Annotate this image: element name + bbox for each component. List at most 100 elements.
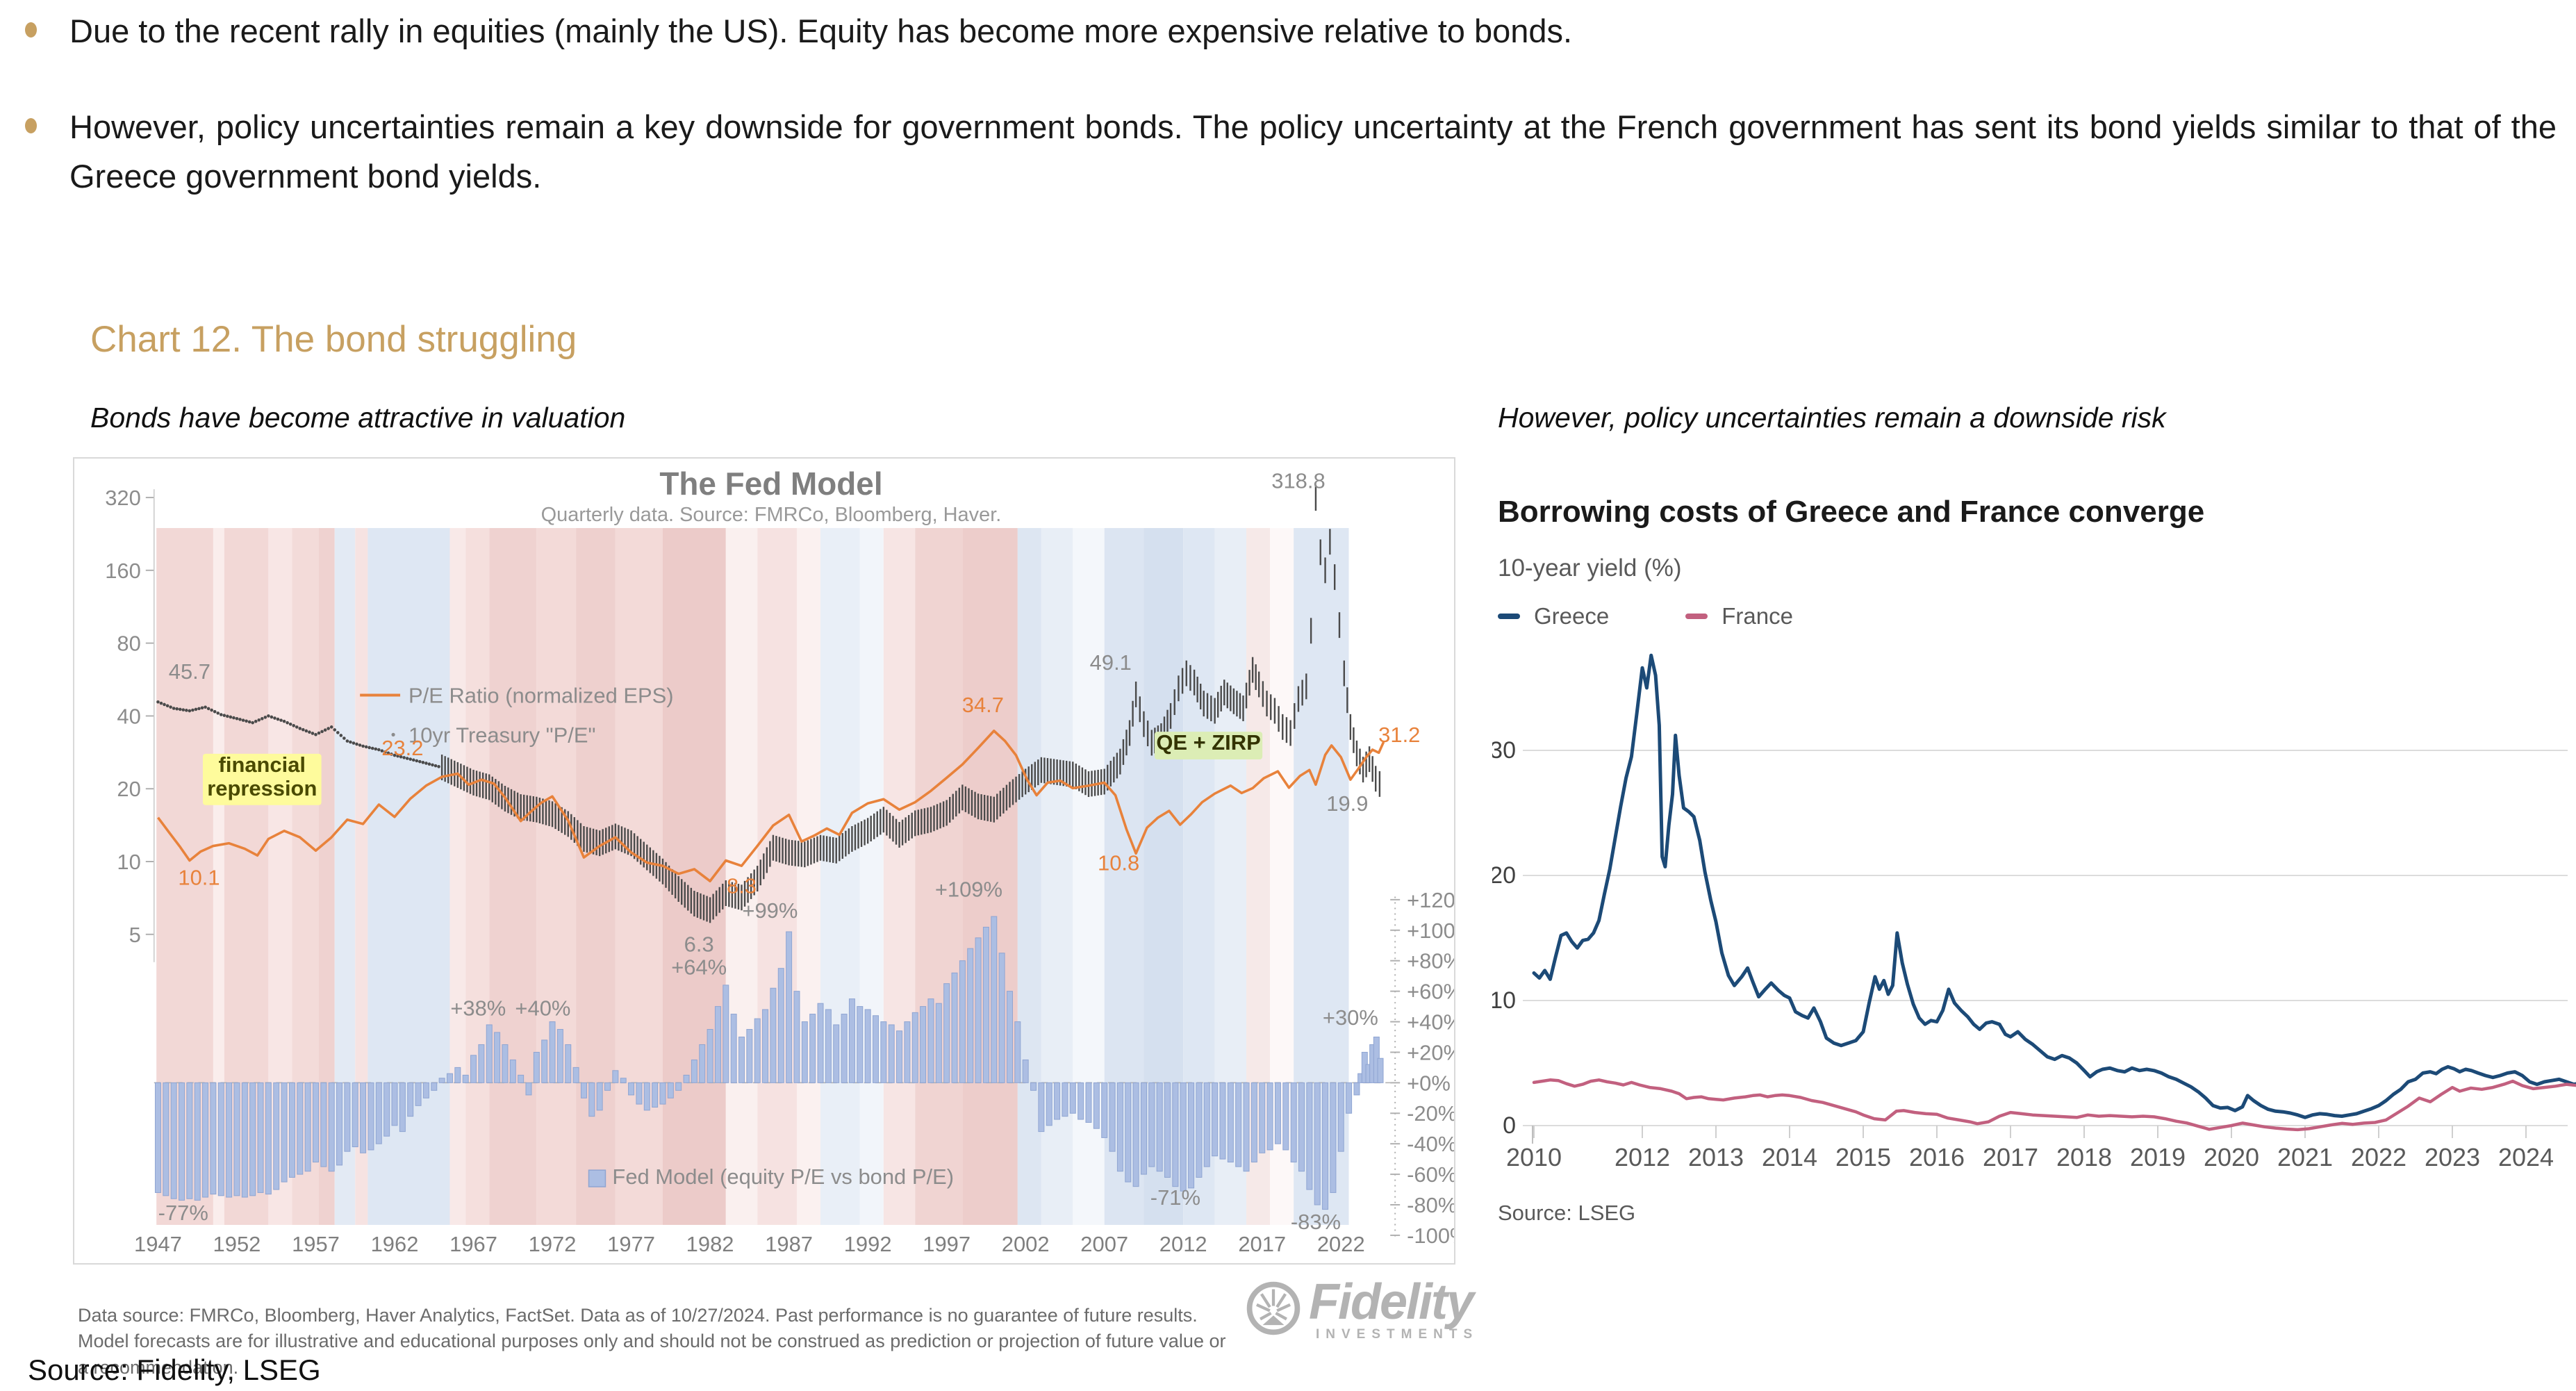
legend-label-france: France xyxy=(1722,603,1793,629)
fidelity-logo-subtext: INVESTMENTS xyxy=(1316,1327,1479,1342)
svg-text:19.9: 19.9 xyxy=(1326,791,1368,816)
fed-subtitle: Quarterly data. Source: FMRCo, Bloomberg… xyxy=(541,504,1002,526)
svg-text:160: 160 xyxy=(105,559,141,583)
left-panel-subtitle: Bonds have become attractive in valuatio… xyxy=(90,402,626,434)
svg-text:20: 20 xyxy=(117,777,140,801)
fed-right-axis: +120% +100% +80% +60% +40% +20% +0% -20% -40% -60… xyxy=(1390,888,1454,1248)
chart-heading: Chart 12. The bond struggling xyxy=(90,319,577,360)
svg-text:320: 320 xyxy=(105,486,141,510)
svg-text:2015: 2015 xyxy=(1835,1143,1891,1171)
svg-text:23.2: 23.2 xyxy=(381,736,423,760)
svg-text:2021: 2021 xyxy=(2277,1143,2333,1171)
svg-text:+20%: +20% xyxy=(1407,1040,1454,1064)
fidelity-logo: Fidelity INVESTMENTS xyxy=(1244,1277,1479,1342)
svg-text:+109%: +109% xyxy=(935,877,1002,901)
svg-text:1947: 1947 xyxy=(134,1232,182,1256)
svg-text:-80%: -80% xyxy=(1407,1193,1454,1217)
svg-text:2018: 2018 xyxy=(2056,1143,2112,1171)
svg-text:-100%: -100% xyxy=(1407,1224,1454,1248)
greece-line-swatch xyxy=(1498,614,1520,619)
svg-text:2007: 2007 xyxy=(1080,1232,1128,1256)
svg-text:1972: 1972 xyxy=(529,1232,577,1256)
svg-text:2002: 2002 xyxy=(1002,1232,1050,1256)
fed-legend: P/E Ratio (normalized EPS) 10yr Treasury … xyxy=(360,683,954,1189)
svg-text:5: 5 xyxy=(129,923,141,947)
svg-text:-71%: -71% xyxy=(1150,1185,1200,1210)
svg-text:1982: 1982 xyxy=(686,1232,734,1256)
svg-text:8.3: 8.3 xyxy=(727,874,757,898)
svg-text:2012: 2012 xyxy=(1615,1143,1670,1171)
svg-text:Fed Model (equity P/E vs bond: Fed Model (equity P/E vs bond P/E) xyxy=(612,1164,954,1189)
svg-text:2016: 2016 xyxy=(1909,1143,1965,1171)
fed-left-axis: 320 160 80 40 20 10 5 xyxy=(105,486,155,962)
svg-text:20: 20 xyxy=(1492,862,1516,889)
svg-text:2013: 2013 xyxy=(1688,1143,1744,1171)
svg-text:1967: 1967 xyxy=(449,1232,497,1256)
svg-text:-60%: -60% xyxy=(1407,1162,1454,1187)
yield-gridlines: 0 10 20 30 xyxy=(1492,737,2568,1139)
yield-chart-container: 0 10 20 30 2010 2012 2013 2014 2015 2016 2017 2018 2… xyxy=(1492,634,2576,1196)
svg-text:-40%: -40% xyxy=(1407,1132,1454,1156)
svg-text:2017: 2017 xyxy=(1238,1232,1286,1256)
svg-text:+80%: +80% xyxy=(1407,949,1454,973)
svg-text:2022: 2022 xyxy=(2351,1143,2406,1171)
svg-text:repression: repression xyxy=(207,776,317,800)
svg-text:1977: 1977 xyxy=(607,1232,655,1256)
svg-text:QE + ZIRP: QE + ZIRP xyxy=(1156,730,1260,755)
fed-model-panel: The Fed Model Quarterly data. Source: FMR… xyxy=(73,457,1455,1265)
svg-text:+0%: +0% xyxy=(1407,1071,1451,1095)
svg-text:2014: 2014 xyxy=(1762,1143,1817,1171)
pe-ratio-series xyxy=(157,730,1385,882)
svg-text:+38%: +38% xyxy=(450,996,506,1021)
yield-chart-ylabel: 10-year yield (%) xyxy=(1498,554,1682,582)
bullet-1: Due to the recent rally in equities (mai… xyxy=(25,7,2557,56)
bullet-icon xyxy=(25,22,37,38)
svg-text:2019: 2019 xyxy=(2130,1143,2186,1171)
svg-text:80: 80 xyxy=(117,632,140,656)
legend-item-greece: Greece xyxy=(1498,603,1609,629)
svg-text:+40%: +40% xyxy=(1407,1010,1454,1035)
svg-text:10yr Treasury "P/E": 10yr Treasury "P/E" xyxy=(408,723,595,747)
svg-text:2023: 2023 xyxy=(2425,1143,2480,1171)
svg-text:2022: 2022 xyxy=(1317,1232,1365,1256)
svg-text:2010: 2010 xyxy=(1506,1143,1562,1171)
svg-text:49.1: 49.1 xyxy=(1090,650,1132,675)
svg-text:+60%: +60% xyxy=(1407,980,1454,1004)
right-panel-subtitle: However, policy uncertainties remain a d… xyxy=(1498,402,2166,434)
svg-text:1962: 1962 xyxy=(371,1232,419,1256)
svg-text:1957: 1957 xyxy=(292,1232,340,1256)
svg-text:1952: 1952 xyxy=(213,1232,261,1256)
treasury-pe-series xyxy=(156,485,1381,923)
fed-model-footnote: Data source: FMRCo, Bloomberg, Haver Ana… xyxy=(78,1305,1226,1378)
svg-text:+40%: +40% xyxy=(515,996,570,1021)
fed-title: The Fed Model xyxy=(659,466,882,502)
svg-text:1997: 1997 xyxy=(923,1232,971,1256)
svg-text:0: 0 xyxy=(1503,1112,1516,1139)
svg-text:30: 30 xyxy=(1492,737,1516,764)
fed-x-axis: 1947 1952 1957 1962 1967 1972 1977 1982 1987 1992… xyxy=(134,1232,1365,1256)
svg-text:40: 40 xyxy=(117,704,140,728)
svg-text:10.8: 10.8 xyxy=(1098,851,1139,875)
svg-text:2017: 2017 xyxy=(1983,1143,2038,1171)
svg-text:+30%: +30% xyxy=(1323,1005,1378,1030)
yield-series-greece xyxy=(1532,653,2576,1119)
svg-text:P/E Ratio (normalized EPS): P/E Ratio (normalized EPS) xyxy=(408,683,674,707)
svg-text:34.7: 34.7 xyxy=(962,693,1004,717)
yield-series-france xyxy=(1532,1078,2576,1132)
svg-text:1987: 1987 xyxy=(765,1232,813,1256)
yield-chart-source: Source: LSEG xyxy=(1498,1201,1636,1225)
svg-text:6.3: 6.3 xyxy=(684,932,714,957)
fidelity-sun-icon xyxy=(1246,1281,1301,1335)
svg-text:-83%: -83% xyxy=(1291,1210,1341,1234)
svg-text:318.8: 318.8 xyxy=(1271,469,1325,493)
svg-text:+120%: +120% xyxy=(1407,888,1454,912)
bullet-2-text: However, policy uncertainties remain a k… xyxy=(69,108,2557,195)
svg-text:2024: 2024 xyxy=(2498,1143,2554,1171)
svg-text:-77%: -77% xyxy=(158,1201,208,1225)
yield-x-axis: 2010 2012 2013 2014 2015 2016 2017 2018 2019 2020… xyxy=(1506,1126,2554,1171)
svg-text:2012: 2012 xyxy=(1159,1232,1207,1256)
